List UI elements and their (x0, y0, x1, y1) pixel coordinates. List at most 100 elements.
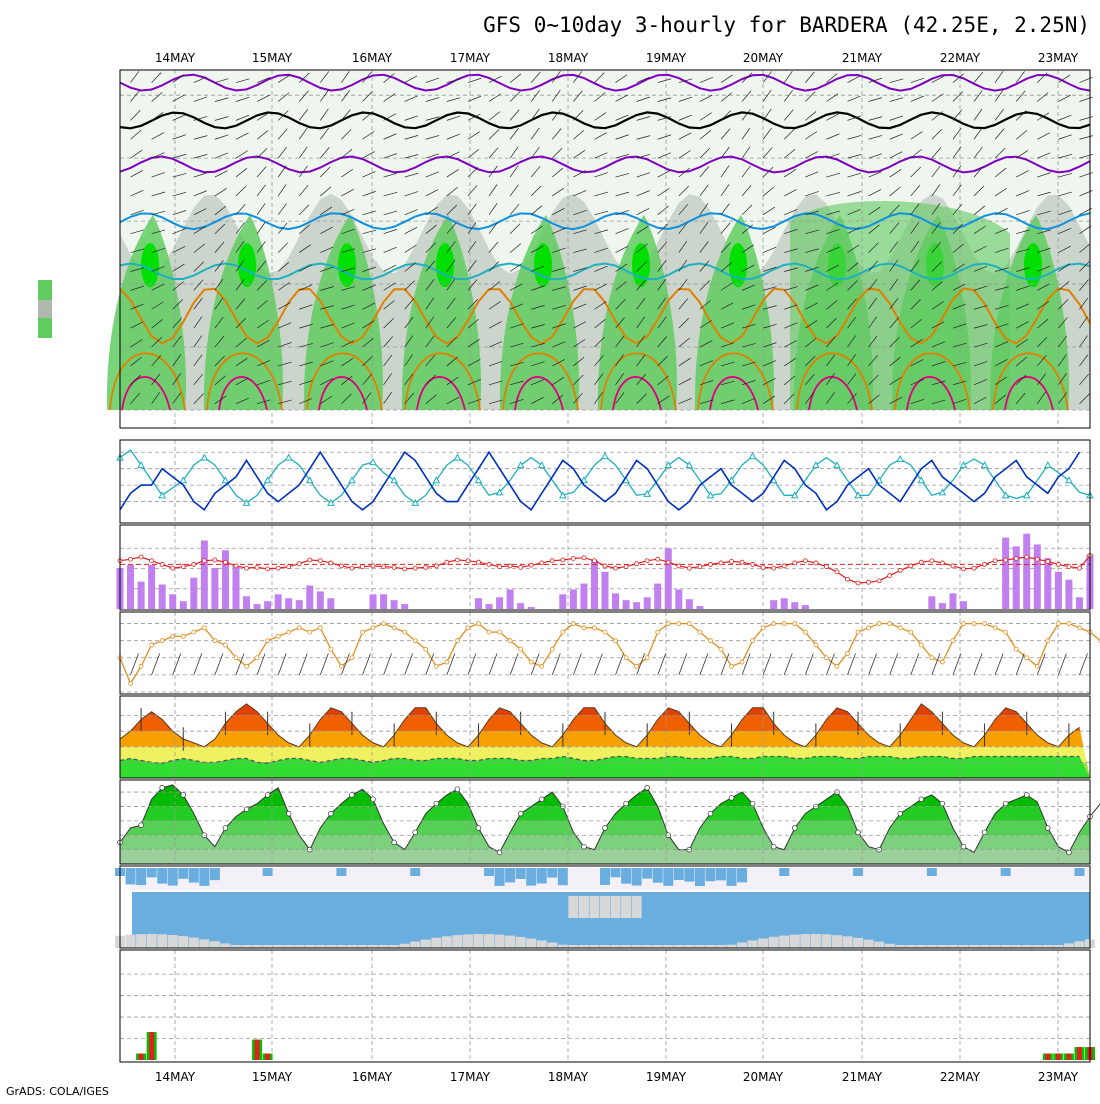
wind-barb (573, 110, 584, 121)
rh-marker (243, 806, 250, 813)
wind-barb (172, 228, 186, 235)
wind-barb (847, 262, 859, 272)
wind-barb (531, 379, 545, 386)
wind-barb (172, 281, 184, 291)
wind-speed-marker (254, 655, 260, 661)
wind-barb-10m (678, 653, 688, 676)
wind-barb (130, 110, 141, 121)
wind-barb (278, 399, 292, 405)
cape-bar (158, 584, 166, 609)
wind-barb (805, 91, 816, 102)
wind-barb (994, 359, 1008, 367)
lifted-index-marker (718, 560, 724, 566)
wind-barb (805, 284, 819, 291)
wind-barb (256, 203, 266, 216)
dewpoint-area (120, 756, 1090, 778)
thickness-marker (1065, 476, 1073, 484)
wind-barb (530, 127, 540, 140)
wind-barb (530, 71, 541, 83)
wind-barb (130, 248, 145, 253)
wind-barb (868, 77, 882, 83)
cape-bar (770, 600, 778, 609)
lifted-index-marker (244, 565, 249, 571)
wind-barb (235, 185, 247, 197)
cape-bar (295, 600, 303, 609)
wind-barb (973, 185, 985, 197)
wind-barb (573, 190, 587, 197)
cape-bar (685, 599, 693, 609)
wind-speed-marker (1045, 638, 1051, 644)
cloud-low-bar (694, 945, 705, 948)
wind-barb (1058, 134, 1072, 140)
wind-barb (298, 90, 309, 102)
lifted-index-marker (686, 565, 692, 571)
wind-barb (172, 191, 187, 197)
wind-barb (488, 281, 500, 291)
day-label-top: 19MAY (646, 51, 687, 65)
lifted-index-marker (697, 564, 703, 570)
wind-barb (383, 282, 396, 291)
cloud-low-bar (473, 934, 484, 948)
wind-barb (784, 340, 797, 348)
wind-speed-marker (824, 655, 829, 661)
wind-barb (973, 324, 988, 329)
rh-marker (412, 829, 418, 836)
lifted-index-marker (1024, 554, 1030, 560)
cloud-low-bar (1053, 945, 1064, 948)
wind-barb (573, 267, 587, 272)
wind-barb (784, 228, 798, 235)
wind-barb (973, 146, 983, 159)
wind-barb (889, 169, 902, 178)
wind-barb (889, 204, 900, 216)
wind-barb (1058, 173, 1072, 178)
wind-barb (994, 208, 1008, 216)
lifted-index-marker (349, 565, 355, 571)
cape-bar (601, 571, 609, 609)
lifted-index-marker (929, 558, 935, 564)
wind-barb (763, 305, 777, 310)
wind-speed-marker (444, 659, 450, 665)
wind-barb (446, 317, 457, 329)
wind-barb (741, 244, 754, 253)
wind-barb (847, 95, 861, 102)
wind-barb (362, 171, 376, 178)
wind-barb (509, 109, 520, 121)
rh-marker (939, 800, 946, 807)
wind-barb (1016, 170, 1029, 178)
wind-speed-marker (423, 646, 429, 652)
wind-barb (425, 206, 438, 216)
wind-barb (362, 302, 376, 310)
wind-barb-10m (467, 653, 477, 676)
wind-speed-marker (950, 638, 956, 644)
wind-barb (172, 153, 187, 159)
cloud-low-bar (230, 945, 241, 948)
wind-barb (425, 297, 435, 310)
wind-barb (446, 115, 461, 121)
wind-barb (172, 335, 182, 348)
wind-barb (995, 267, 1009, 272)
wind-barb (952, 361, 967, 367)
lifted-index-marker (391, 565, 397, 570)
cloud-high-bar (136, 868, 147, 886)
wind-barb (636, 76, 650, 83)
wind-barb (615, 263, 628, 272)
wind-barb (678, 150, 691, 159)
wind-barb (277, 128, 288, 140)
wind-barb (868, 278, 878, 291)
day-label-top: 18MAY (548, 51, 589, 65)
cape-bar (590, 560, 598, 609)
temp2m-frame (119, 695, 1091, 779)
wind-barb (1037, 247, 1051, 253)
wind-barb (1058, 153, 1072, 159)
cloud-low-bar (294, 945, 305, 948)
wind-barb (214, 316, 224, 329)
wind-barb (615, 134, 629, 140)
wind-speed-marker (623, 655, 629, 661)
thickness-marker (263, 476, 272, 484)
wind-barb (636, 297, 646, 310)
cloud-high-bar (547, 868, 558, 878)
lifted-index-marker (254, 565, 260, 570)
wind-barb (995, 286, 1009, 291)
cloud-low-bar (810, 934, 821, 948)
cloud-low-bar (283, 945, 294, 948)
